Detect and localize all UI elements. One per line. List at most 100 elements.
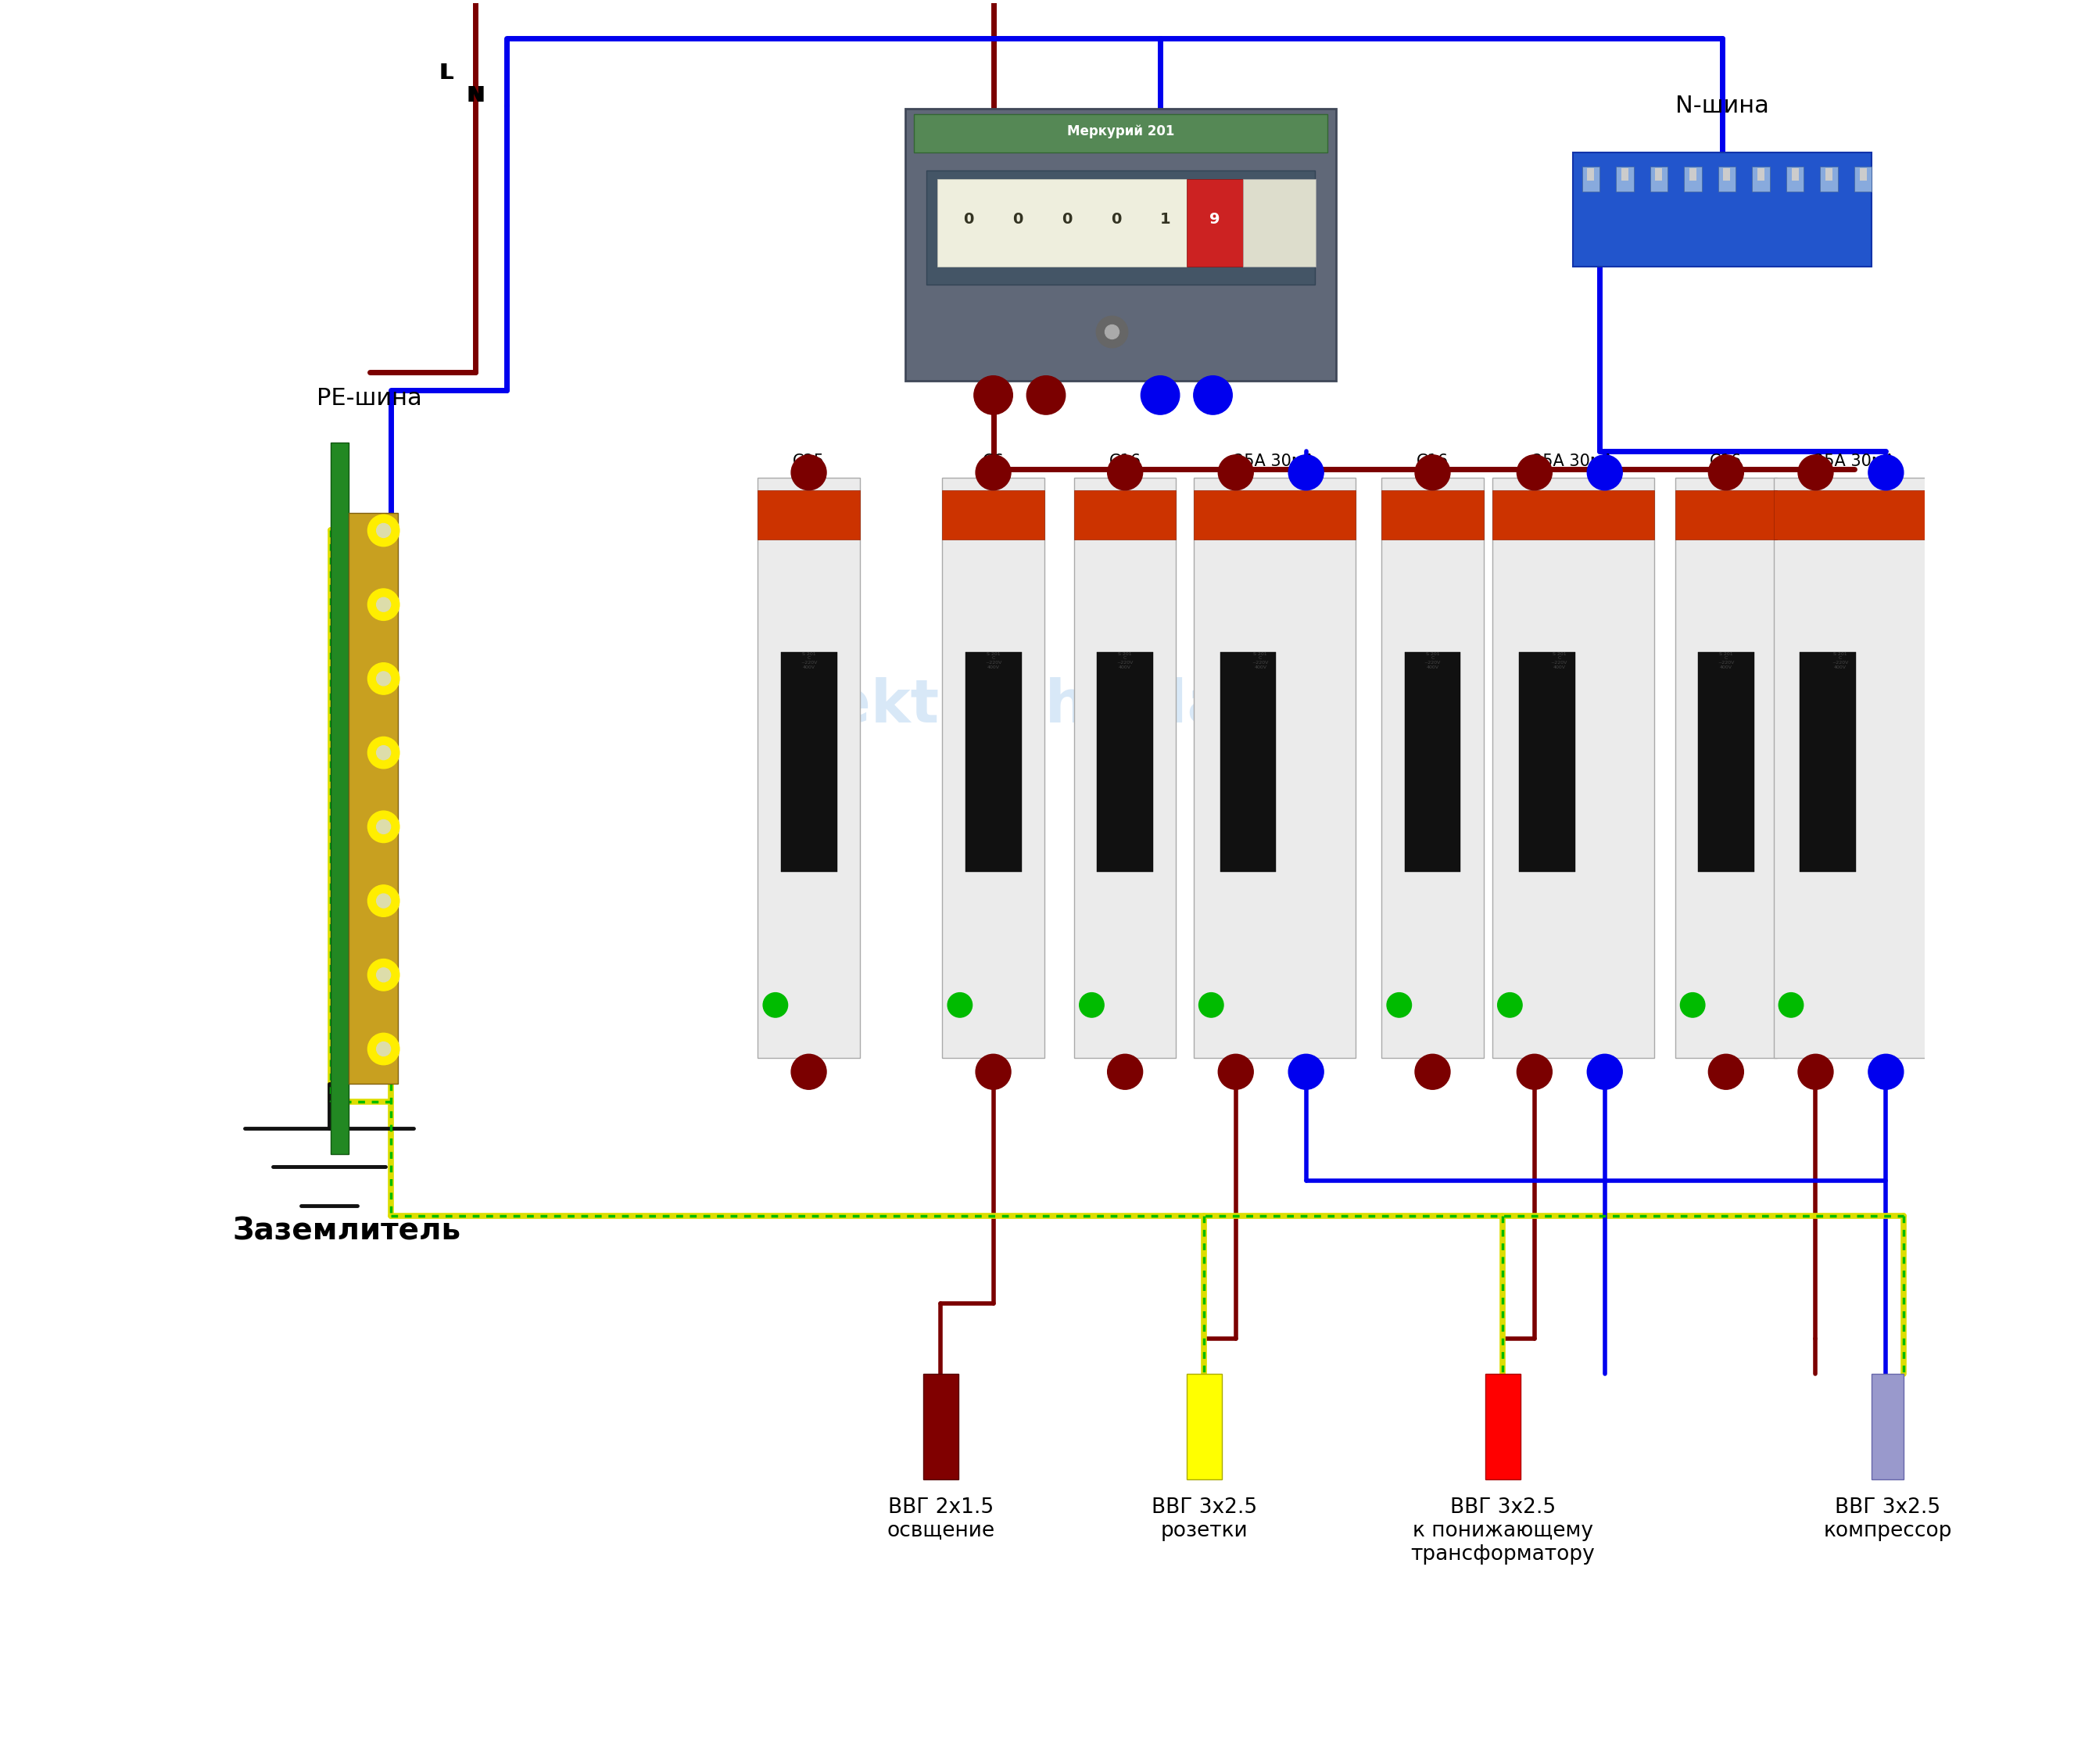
Circle shape <box>368 737 400 769</box>
Circle shape <box>1107 455 1142 490</box>
Text: С16: С16 <box>1109 453 1140 469</box>
Circle shape <box>1588 1055 1621 1090</box>
Text: С16: С16 <box>1709 453 1743 469</box>
Text: S 201
C
~220V
400V: S 201 C ~220V 400V <box>1425 651 1441 669</box>
Bar <box>1096 651 1153 871</box>
Circle shape <box>1709 1055 1743 1090</box>
Text: N: N <box>467 86 483 106</box>
Bar <box>927 169 1316 284</box>
Bar <box>1753 168 1770 191</box>
Bar <box>1724 168 1730 180</box>
Bar <box>1651 168 1667 191</box>
Bar <box>1381 490 1483 540</box>
Text: Заземлитель: Заземлитель <box>232 1215 460 1245</box>
Circle shape <box>975 376 1013 415</box>
Bar <box>1774 490 1935 540</box>
Text: ВВГ 2х1.5
освщение: ВВГ 2х1.5 освщение <box>887 1498 994 1542</box>
Bar <box>941 490 1044 540</box>
Bar <box>1492 478 1655 1058</box>
Text: 0: 0 <box>1013 212 1023 228</box>
Circle shape <box>1414 1055 1450 1090</box>
Bar <box>1676 490 1776 540</box>
Circle shape <box>975 1055 1010 1090</box>
Circle shape <box>1218 455 1253 490</box>
Text: С25: С25 <box>793 453 824 469</box>
Circle shape <box>368 811 400 843</box>
Bar <box>331 443 349 1154</box>
Circle shape <box>1107 1055 1142 1090</box>
Bar <box>906 109 1337 381</box>
Circle shape <box>368 663 400 695</box>
Text: 9: 9 <box>1209 212 1220 228</box>
Circle shape <box>377 672 391 686</box>
Circle shape <box>368 515 400 547</box>
Text: РЕ-шина: РЕ-шина <box>316 388 423 409</box>
Circle shape <box>368 960 400 991</box>
Text: 25А 30мА: 25А 30мА <box>1234 453 1316 469</box>
Text: 0: 0 <box>964 212 975 228</box>
Text: S 201
C
~220V
400V: S 201 C ~220V 400V <box>985 651 1002 669</box>
Text: ВВГ 3х2.5
к понижающему
трансформатору: ВВГ 3х2.5 к понижающему трансформатору <box>1410 1498 1594 1565</box>
Bar <box>1615 168 1634 191</box>
Circle shape <box>975 455 1010 490</box>
Text: 25А 30мА: 25А 30мА <box>1814 453 1895 469</box>
Bar <box>1799 651 1856 871</box>
Bar <box>1073 490 1176 540</box>
Circle shape <box>1868 455 1904 490</box>
Text: N: N <box>469 86 485 106</box>
Circle shape <box>1105 325 1119 339</box>
Bar <box>1492 490 1655 540</box>
Circle shape <box>764 993 789 1018</box>
Bar <box>1690 168 1697 180</box>
Bar <box>1220 651 1276 871</box>
Text: 25А 30мА: 25А 30мА <box>1533 453 1613 469</box>
Circle shape <box>791 455 826 490</box>
Bar <box>757 478 860 1058</box>
Text: Меркурий 201: Меркурий 201 <box>1067 125 1174 139</box>
Circle shape <box>377 1043 391 1057</box>
Circle shape <box>1199 993 1224 1018</box>
Bar <box>757 490 860 540</box>
Bar <box>1774 478 1935 1058</box>
Bar <box>1621 168 1628 180</box>
Bar <box>1573 153 1872 266</box>
Circle shape <box>377 968 391 983</box>
Circle shape <box>791 1055 826 1090</box>
Circle shape <box>1797 455 1833 490</box>
Circle shape <box>377 820 391 834</box>
Circle shape <box>1588 455 1621 490</box>
Text: S 201
C
~220V
400V: S 201 C ~220V 400V <box>1718 651 1734 669</box>
Bar <box>1195 478 1356 1058</box>
Circle shape <box>1289 455 1324 490</box>
Circle shape <box>1414 455 1450 490</box>
Bar <box>923 1374 958 1480</box>
Bar <box>1195 490 1356 540</box>
Bar <box>1519 651 1575 871</box>
Bar <box>1791 168 1799 180</box>
Bar <box>1820 168 1837 191</box>
Bar <box>1860 168 1866 180</box>
Text: S 201
C
~220V
400V: S 201 C ~220V 400V <box>1251 651 1268 669</box>
Circle shape <box>377 598 391 612</box>
Circle shape <box>377 524 391 538</box>
Text: elektroshkola.ru: elektroshkola.ru <box>770 677 1322 736</box>
Circle shape <box>368 886 400 917</box>
Bar <box>1684 168 1701 191</box>
Circle shape <box>1778 993 1803 1018</box>
Bar <box>1186 1374 1222 1480</box>
Circle shape <box>1027 376 1065 415</box>
Circle shape <box>1517 455 1552 490</box>
Bar <box>937 178 1186 266</box>
Bar <box>1243 178 1316 266</box>
Bar <box>1699 651 1753 871</box>
Circle shape <box>1680 993 1705 1018</box>
Bar <box>1757 168 1764 180</box>
Text: С16: С16 <box>1416 453 1448 469</box>
Bar <box>964 651 1021 871</box>
Text: L: L <box>439 64 452 83</box>
Bar <box>1381 478 1483 1058</box>
Text: 0: 0 <box>1061 212 1071 228</box>
Text: L: L <box>441 64 454 83</box>
Circle shape <box>1797 1055 1833 1090</box>
Bar <box>914 115 1326 153</box>
